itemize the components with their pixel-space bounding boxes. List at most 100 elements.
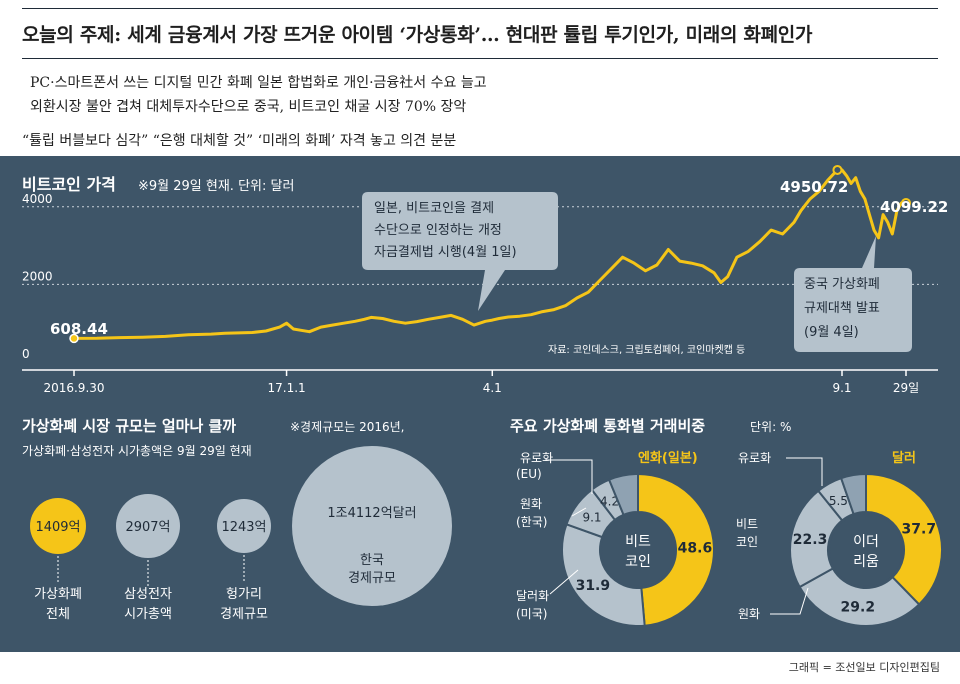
donut-1-label-krw-1: 원화 — [520, 497, 542, 511]
donut-2-category-labels: 유로화 달러 비트 코인 원화 — [736, 450, 916, 621]
leader-line-3 — [549, 569, 579, 595]
bubble-chart: 1409억가상화폐전체2907억삼성전자시가총액1243억헝가리경제규모1조41… — [30, 446, 452, 622]
bitcoin-price-line — [73, 168, 907, 340]
annotation-china-line-3: (9월 4일) — [804, 325, 859, 340]
bubble-chart-title: 가상화폐 시장 규모는 얼마나 클까 — [22, 417, 236, 435]
x-tick-3: 9.1 — [832, 381, 851, 395]
donut-1-center-a: 비트 — [625, 534, 651, 550]
donut-2-label-btc-2: 코인 — [736, 535, 758, 549]
donut-2-value-0: 37.7 — [902, 522, 937, 538]
donut-2-value-1: 29.2 — [841, 599, 876, 615]
annotation-china-line-2: 규제대책 발표 — [804, 301, 880, 316]
bubble-3 — [292, 446, 452, 606]
x-tick-1: 17.1.1 — [267, 381, 305, 395]
donut-1-value-2: 9.1 — [582, 510, 601, 524]
donut-2-label-usd: 달러 — [892, 450, 916, 466]
annotation-japan-line-3: 자금결제법 시행(4월 1일) — [374, 244, 517, 260]
line-chart-source: 자료: 코인데스크, 크립토컴페어, 코인마켓캡 등 — [548, 343, 745, 356]
donut-2-value-3: 5.5 — [829, 494, 848, 508]
annotation-japan-box — [362, 192, 558, 311]
donut-1-value-0: 48.6 — [678, 540, 713, 556]
donut-chart-unit: 단위: % — [750, 420, 791, 434]
donut-1-slice-4 — [607, 472, 639, 517]
bubble-2 — [217, 499, 271, 553]
headline: 오늘의 주제: 세계 금융계서 가장 뜨거운 아이템 ‘가상통화’… 현대판 튤… — [22, 24, 813, 46]
annotation-japan-line-1: 일본, 비트코인을 결제 — [374, 201, 494, 216]
bubble-value-3: 1조4112억달러 — [327, 506, 416, 521]
bubble-value-1: 2907억 — [125, 520, 170, 535]
bubble-label-3-a: 한국 — [360, 553, 384, 568]
donut-1-label-eur-1: 유로화 — [520, 451, 553, 465]
donut-2-label-krw: 원화 — [738, 607, 760, 621]
donut-2-center-a: 이더 — [853, 534, 879, 550]
annotation-china-line-1: 중국 가상화폐 — [804, 277, 880, 292]
donut-chart-title: 주요 가상화폐 통화별 거래비중 — [510, 417, 705, 435]
donut-1-category-labels: 유로화 (EU) 엔화(일본) 원화 (한국) 달러화 (미국) — [516, 450, 698, 621]
bubble-chart-note-2: 가상화폐·삼성전자 시가총액은 9월 29일 현재 — [22, 444, 252, 458]
line-chart-x-ticks: 2016.9.30 17.1.1 4.1 9.1 29일 — [43, 370, 919, 395]
end-value-label: 4099.22 — [880, 198, 948, 216]
donut-1-slice-0 — [637, 472, 715, 627]
top-rule — [22, 8, 938, 9]
bubble-chart-note: ※경제규모는 2016년, — [290, 420, 404, 434]
leader-line-4 — [786, 457, 823, 486]
graphic-credit: 그래픽 = 조선일보 디자인편집팀 — [788, 661, 940, 674]
peak-point — [832, 164, 843, 175]
donut-2-center-b: 리움 — [853, 554, 879, 570]
start-value-label: 608.44 — [50, 320, 108, 338]
bubble-0 — [30, 498, 86, 554]
donut-1-label-krw-2: (한국) — [516, 515, 547, 529]
donut-1-label-usd-1: 달러화 — [516, 589, 549, 603]
donut-1-value-1: 31.9 — [576, 578, 611, 594]
bubble-label-1-b: 시가총액 — [124, 607, 172, 622]
end-point — [901, 197, 911, 208]
donut-2-label-btc-1: 비트 — [736, 517, 758, 531]
bubble-1 — [116, 494, 180, 558]
article-header: 오늘의 주제: 세계 금융계서 가장 뜨거운 아이템 ‘가상통화’… 현대판 튤… — [0, 0, 960, 156]
y-tick-4000: 4000 — [22, 192, 53, 206]
line-chart-grid — [22, 206, 938, 371]
donut-2-label-eur: 유로화 — [738, 451, 771, 465]
infographic-panel: 비트코인 가격 ※9월 29일 현재. 단위: 달러 0 2000 4000 201… — [0, 156, 960, 652]
donut-1-center-b: 코인 — [625, 554, 651, 570]
y-tick-2000: 2000 — [22, 269, 53, 283]
quote-line: “튤립 버블보다 심각” “은행 대체할 것” ‘미래의 화폐’ 자격 놓고 의… — [22, 133, 457, 149]
donut-2-hole — [830, 514, 902, 586]
x-tick-4: 29일 — [893, 381, 919, 395]
donut-1-label-jpy: 엔화(일본) — [638, 450, 698, 466]
donut-1-label-eur-2: (EU) — [516, 467, 542, 481]
donut-1-value-3: 4.2 — [600, 495, 619, 509]
annotation-china-box — [794, 236, 912, 352]
line-chart-y-ticks: 0 2000 4000 — [22, 192, 53, 361]
bubble-label-3-b: 경제규모 — [348, 571, 396, 586]
leader-line-5 — [770, 587, 809, 615]
footer: 그래픽 = 조선일보 디자인편집팀 — [0, 652, 960, 684]
bubble-value-2: 1243억 — [221, 520, 266, 535]
infographic-svg: 비트코인 가격 ※9월 29일 현재. 단위: 달러 0 2000 4000 201… — [22, 164, 948, 627]
x-tick-0: 2016.9.30 — [43, 381, 104, 395]
bubble-label-1-a: 삼성전자 — [124, 587, 172, 602]
peak-value-label: 4950.72 — [780, 178, 848, 196]
donut-2-value-2: 22.3 — [793, 532, 828, 548]
leader-line-2 — [571, 507, 587, 517]
donut-2-slice-1 — [798, 567, 921, 627]
leader-line-1 — [546, 459, 593, 494]
headline-rule — [22, 58, 938, 59]
bubble-label-0-b: 전체 — [46, 607, 70, 622]
annotation-china: 중국 가상화폐 규제대책 발표 (9월 4일) — [794, 236, 912, 352]
donut-1-slice-1 — [561, 522, 646, 627]
bubble-label-2-b: 경제규모 — [220, 607, 268, 622]
donut-1-label-usd-2: (미국) — [516, 607, 547, 621]
bubble-label-2-a: 헝가리 — [226, 587, 262, 602]
subheading-2: 외환시장 불안 겹쳐 대체투자수단으로 중국, 비트코인 채굴 시장 70% 장… — [30, 99, 467, 115]
annotation-japan: 일본, 비트코인을 결제 수단으로 인정하는 개정 자금결제법 시행(4월 1일… — [362, 192, 558, 311]
bubble-value-0: 1409억 — [35, 520, 80, 535]
donut-2-slice-0 — [865, 472, 943, 606]
donut-leader-lines — [546, 457, 823, 615]
subheading-1: PC·스마트폰서 쓰는 디지털 민간 화폐 일본 합법화로 개인·금융社서 수요… — [30, 75, 487, 91]
donut-1-hole — [602, 514, 674, 586]
annotation-japan-line-2: 수단으로 인정하는 개정 — [374, 223, 502, 238]
start-point — [69, 333, 79, 344]
y-tick-0: 0 — [22, 347, 30, 361]
